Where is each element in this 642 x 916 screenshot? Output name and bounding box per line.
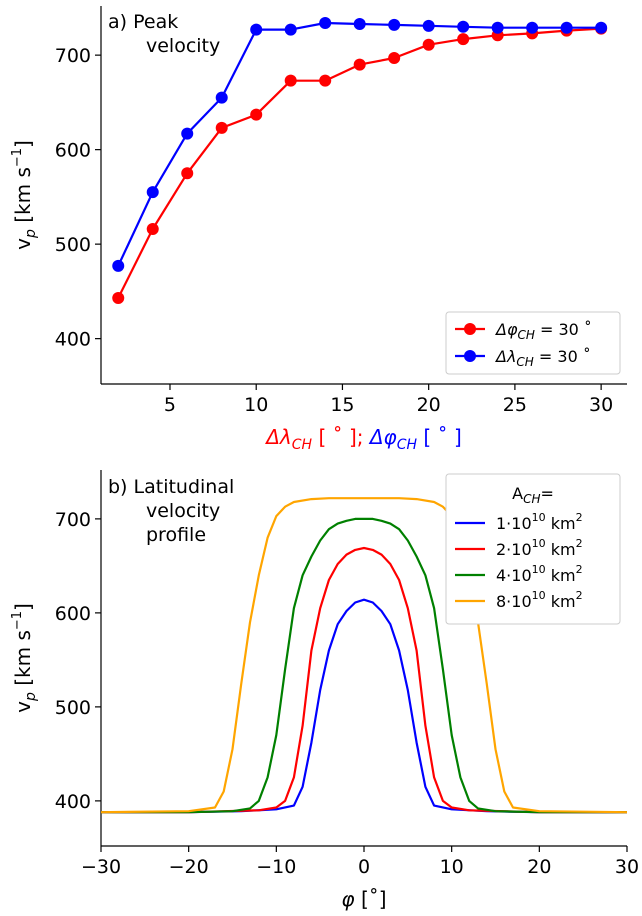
data-point [319, 74, 332, 87]
data-point [560, 21, 573, 34]
legend-marker-0 [464, 323, 476, 335]
y-tick-label: 700 [55, 509, 91, 531]
panel-b-latitudinal-velocity-profile: 400 500 600 700 −30 −20 −10 0 10 20 30 vp [km s−1] φ… [10, 470, 639, 911]
data-point [388, 51, 401, 64]
data-point [215, 121, 228, 134]
data-point [215, 91, 228, 104]
legend-label-0: 1·1010 km2 [496, 511, 583, 533]
x-tick-label: 20 [527, 856, 551, 878]
series-line-3 [100, 497, 628, 814]
legend-box [445, 311, 621, 375]
panel-label-line: profile [146, 524, 206, 546]
y-tick-label: 600 [55, 603, 91, 625]
y-axis-title: vp [km s−1] [10, 603, 39, 713]
data-point [353, 58, 366, 71]
series-line-0 [101, 598, 627, 814]
data-point [250, 108, 263, 121]
data-point [146, 186, 159, 199]
x-tick-label: −20 [169, 856, 209, 878]
y-tick-label: 500 [55, 697, 91, 719]
x-tick-label: 0 [358, 856, 370, 878]
data-point [146, 223, 159, 236]
data-point [457, 20, 470, 33]
x-tick-label: −10 [256, 856, 296, 878]
x-tick-label: 30 [589, 394, 613, 416]
x-tick-label: 20 [417, 394, 441, 416]
data-point [112, 292, 125, 305]
legend-label-2: 4·1010 km2 [496, 563, 583, 585]
legend-label-1: 2·1010 km2 [496, 537, 583, 559]
y-axis-title: vp [km s−1] [10, 140, 39, 250]
data-point [422, 19, 435, 32]
x-tick-label: 10 [244, 394, 268, 416]
data-point [284, 23, 297, 36]
data-point [388, 18, 401, 31]
data-point [319, 17, 332, 30]
series-line-1 [101, 546, 627, 814]
panel-label-line: a) Peak [108, 11, 178, 33]
panel-label-line: velocity [146, 500, 220, 522]
x-axis-title: ΔλCH [ ˚ ]; ΔφCH [ ˚ ] [264, 425, 462, 453]
y-tick-label: 400 [55, 791, 91, 813]
data-point [422, 38, 435, 51]
legend-box [445, 473, 621, 625]
y-tick-label: 500 [55, 234, 91, 256]
data-point [284, 74, 297, 87]
data-point [181, 167, 194, 180]
y-tick-label: 700 [55, 45, 91, 67]
series-line-2 [101, 517, 627, 814]
x-axis-title: φ [˚] [341, 887, 386, 911]
x-tick-label: 30 [615, 856, 639, 878]
panel-a-peak-velocity: 400 500 600 700 5 10 15 20 25 30 vp [km s−1] ΔλCH [… [10, 6, 627, 453]
panel-label-line: b) Latitudinal [108, 476, 234, 498]
x-tick-label: 25 [503, 394, 527, 416]
data-point [491, 21, 504, 34]
x-tick-label: 15 [330, 394, 354, 416]
y-tick-label: 400 [55, 329, 91, 351]
data-point [457, 33, 470, 46]
data-point [250, 23, 263, 36]
data-point [595, 21, 608, 34]
legend-label-1: ΔλCH = 30 ˚ [494, 347, 591, 369]
legend-title: ACH= [512, 484, 554, 506]
panel-label-line: velocity [146, 35, 220, 57]
data-point [353, 17, 366, 30]
data-point [112, 259, 125, 272]
x-tick-label: 5 [164, 394, 176, 416]
legend-label-0: ΔφCH = 30 ˚ [494, 320, 592, 342]
y-tick-label: 600 [55, 140, 91, 162]
legend-label-3: 8·1010 km2 [496, 589, 583, 611]
x-tick-label: 10 [440, 856, 464, 878]
data-point [526, 21, 539, 34]
x-tick-label: −30 [81, 856, 121, 878]
data-point [181, 127, 194, 140]
legend-marker-1 [464, 350, 476, 362]
